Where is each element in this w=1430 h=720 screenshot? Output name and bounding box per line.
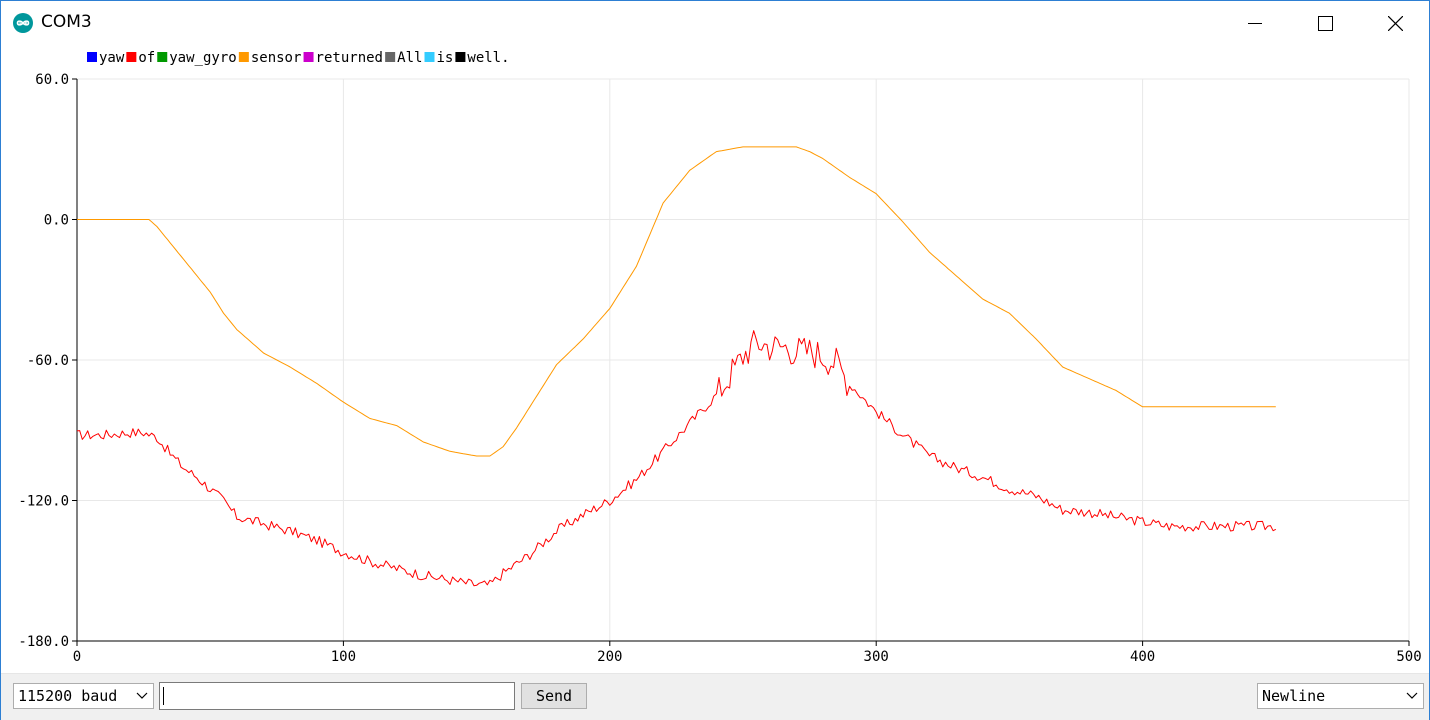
legend-label: returned — [316, 50, 383, 66]
chevron-down-icon — [1406, 692, 1418, 699]
series-line-sensor — [77, 146, 1276, 457]
x-tick-label: 500 — [1396, 649, 1421, 665]
legend-label: All — [397, 50, 422, 66]
legend-swatch — [126, 52, 137, 62]
bottom-toolbar: 115200 baud Send Newline — [1, 673, 1429, 720]
legend-item: of — [126, 50, 155, 66]
legend-item: yaw — [87, 50, 125, 66]
legend-label: of — [138, 50, 155, 66]
x-tick-label: 200 — [597, 649, 622, 665]
baud-rate-select[interactable]: 115200 baud — [13, 683, 154, 709]
legend-swatch — [238, 52, 249, 62]
y-tick-label: -120.0 — [18, 494, 69, 510]
legend-swatch — [385, 52, 396, 62]
x-tick-label: 300 — [864, 649, 889, 665]
legend-item: All — [385, 50, 422, 66]
line-ending-select[interactable]: Newline — [1257, 683, 1424, 709]
close-button[interactable] — [1360, 1, 1430, 45]
legend-label: sensor — [251, 50, 302, 66]
legend-swatch — [303, 52, 314, 62]
minimize-icon — [1248, 23, 1262, 24]
y-tick-label: 0.0 — [44, 213, 69, 229]
plot-area: 60.0 0.0 -60.0 -120.0 -180.0 0 100 200 300 400 500… — [1, 45, 1429, 672]
legend-label: yaw_gyro — [169, 50, 236, 66]
legend-swatch — [157, 52, 168, 62]
baud-rate-value: 115200 baud — [18, 687, 118, 705]
legend-swatch — [424, 52, 435, 62]
legend-item: yaw_gyro — [157, 50, 237, 66]
x-tick-label: 0 — [73, 649, 81, 665]
legend-label: is — [437, 50, 454, 66]
close-icon — [1387, 15, 1403, 31]
text-caret — [163, 687, 164, 705]
legend-item: well. — [455, 50, 510, 66]
legend-label: well. — [467, 50, 509, 66]
chevron-down-icon — [136, 692, 148, 699]
serial-plot-chart: 60.0 0.0 -60.0 -120.0 -180.00 100 200 300 400 500… — [18, 50, 1421, 665]
legend-label: yaw — [99, 50, 125, 66]
maximize-icon — [1317, 15, 1333, 31]
line-ending-value: Newline — [1262, 687, 1326, 705]
legend-item: is — [424, 50, 454, 66]
legend-item: sensor — [238, 50, 302, 66]
x-tick-label: 100 — [331, 649, 356, 665]
maximize-button[interactable] — [1290, 1, 1360, 45]
legend-swatch — [455, 52, 466, 62]
series-line-of — [76, 330, 1277, 587]
serial-input[interactable] — [159, 682, 515, 710]
window-title: COM3 — [41, 12, 92, 32]
legend-item: returned — [303, 50, 383, 66]
arduino-infinity-icon — [13, 13, 33, 33]
send-button[interactable]: Send — [521, 683, 587, 709]
x-tick-label: 400 — [1130, 649, 1155, 665]
legend-swatch — [87, 52, 97, 62]
y-tick-label: -60.0 — [27, 353, 69, 369]
y-tick-label: -180.0 — [18, 634, 69, 650]
y-tick-label: 60.0 — [35, 72, 69, 88]
title-bar: COM3 — [1, 1, 1429, 45]
minimize-button[interactable] — [1220, 1, 1290, 45]
